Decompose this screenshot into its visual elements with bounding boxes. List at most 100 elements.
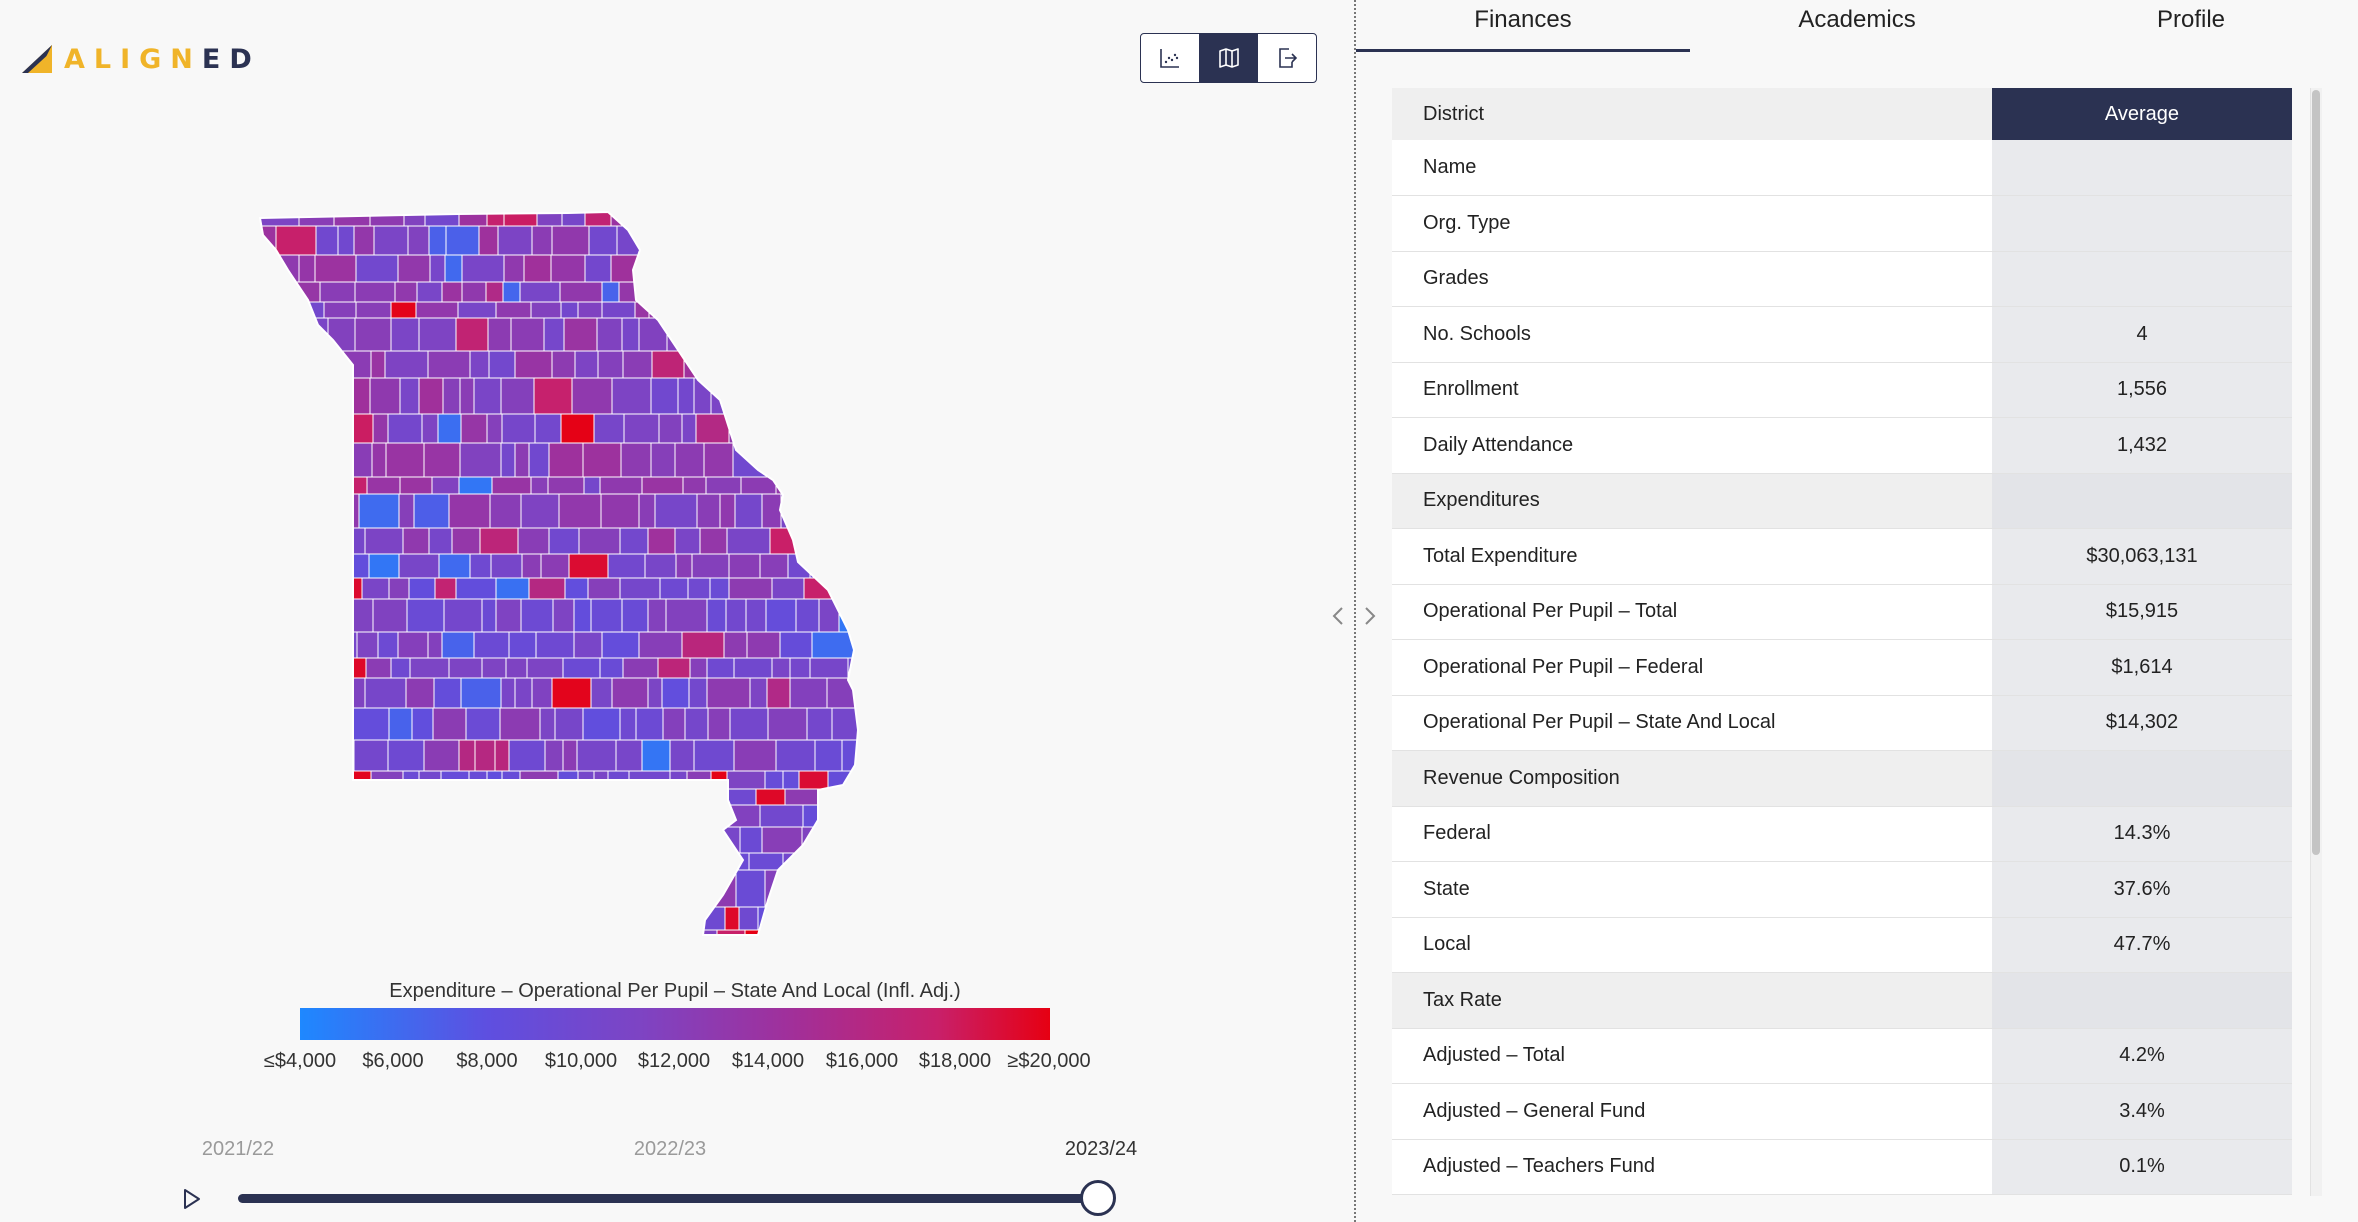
- district-shape[interactable]: [313, 442, 329, 478]
- district-shape[interactable]: [787, 553, 811, 579]
- district-shape[interactable]: [514, 350, 553, 379]
- district-shape[interactable]: [809, 657, 849, 679]
- district-shape[interactable]: [543, 317, 565, 352]
- district-shape[interactable]: [427, 350, 471, 379]
- district-shape[interactable]: [839, 804, 866, 828]
- district-shape[interactable]: [895, 740, 910, 771]
- district-shape[interactable]: [1082, 853, 1084, 870]
- district-shape[interactable]: [1053, 210, 1069, 226]
- district-shape[interactable]: [882, 210, 911, 226]
- district-shape[interactable]: [1038, 578, 1071, 599]
- district-shape[interactable]: [495, 577, 530, 600]
- district-shape[interactable]: [647, 677, 663, 709]
- district-shape[interactable]: [577, 301, 603, 319]
- district-shape[interactable]: [369, 826, 397, 854]
- district-shape[interactable]: [735, 869, 766, 908]
- district-shape[interactable]: [896, 226, 928, 255]
- district-shape[interactable]: [523, 254, 552, 283]
- district-shape[interactable]: [354, 317, 392, 352]
- district-shape[interactable]: [454, 788, 476, 806]
- district-shape[interactable]: [991, 494, 1019, 528]
- district-shape[interactable]: [610, 210, 647, 227]
- district-shape[interactable]: [769, 350, 788, 379]
- district-shape[interactable]: [1082, 443, 1084, 477]
- district-shape[interactable]: [619, 577, 661, 600]
- district-shape[interactable]: [534, 413, 562, 444]
- district-shape[interactable]: [947, 282, 973, 302]
- district-shape[interactable]: [539, 707, 556, 741]
- district-shape[interactable]: [258, 493, 285, 529]
- district-shape[interactable]: [384, 788, 417, 806]
- district-shape[interactable]: [1019, 494, 1048, 528]
- district-shape[interactable]: [1043, 226, 1072, 255]
- district-shape[interactable]: [562, 657, 601, 679]
- district-shape[interactable]: [1037, 210, 1053, 226]
- district-shape[interactable]: [871, 554, 912, 578]
- district-shape[interactable]: [1051, 318, 1084, 351]
- district-shape[interactable]: [372, 413, 389, 444]
- district-shape[interactable]: [428, 225, 447, 256]
- district-shape[interactable]: [258, 906, 298, 931]
- district-shape[interactable]: [681, 413, 697, 444]
- district-shape[interactable]: [469, 553, 492, 579]
- district-shape[interactable]: [309, 707, 327, 741]
- district-shape[interactable]: [647, 527, 676, 555]
- district-shape[interactable]: [460, 413, 488, 444]
- district-shape[interactable]: [923, 414, 965, 443]
- panel-resize-handle[interactable]: [1322, 596, 1386, 636]
- district-shape[interactable]: [747, 350, 771, 379]
- district-shape[interactable]: [315, 739, 355, 772]
- district-shape[interactable]: [563, 317, 598, 352]
- district-shape[interactable]: [329, 906, 348, 931]
- district-shape[interactable]: [838, 301, 879, 319]
- district-shape[interactable]: [353, 225, 375, 256]
- district-shape[interactable]: [1083, 930, 1084, 936]
- district-shape[interactable]: [876, 255, 909, 282]
- district-shape[interactable]: [698, 852, 723, 871]
- district-shape[interactable]: [258, 598, 278, 633]
- district-shape[interactable]: [358, 493, 400, 529]
- district-shape[interactable]: [583, 476, 601, 495]
- year-label-selected[interactable]: 2023/24: [1064, 1138, 1138, 1160]
- district-shape[interactable]: [551, 906, 578, 931]
- district-shape[interactable]: [370, 350, 386, 379]
- district-shape[interactable]: [645, 210, 669, 227]
- district-shape[interactable]: [514, 677, 533, 709]
- district-shape[interactable]: [842, 350, 879, 379]
- district-shape[interactable]: [390, 317, 420, 352]
- district-shape[interactable]: [354, 281, 396, 303]
- district-shape[interactable]: [670, 788, 705, 806]
- district-shape[interactable]: [399, 377, 420, 415]
- district-shape[interactable]: [306, 577, 327, 600]
- district-shape[interactable]: [890, 805, 921, 827]
- district-shape[interactable]: [278, 281, 321, 303]
- district-shape[interactable]: [687, 804, 723, 828]
- district-shape[interactable]: [408, 577, 436, 600]
- district-shape[interactable]: [897, 853, 929, 870]
- district-shape[interactable]: [258, 929, 288, 936]
- district-shape[interactable]: [699, 527, 728, 555]
- district-shape[interactable]: [500, 377, 535, 415]
- district-shape[interactable]: [961, 226, 991, 255]
- district-shape[interactable]: [491, 788, 524, 806]
- district-shape[interactable]: [327, 317, 356, 352]
- export-button[interactable]: [1258, 34, 1316, 82]
- district-shape[interactable]: [869, 678, 887, 708]
- district-shape[interactable]: [294, 739, 317, 772]
- district-shape[interactable]: [755, 254, 783, 283]
- district-shape[interactable]: [286, 852, 331, 871]
- district-shape[interactable]: [1079, 771, 1084, 789]
- district-shape[interactable]: [315, 225, 339, 256]
- district-shape[interactable]: [933, 827, 967, 853]
- district-shape[interactable]: [995, 740, 1017, 771]
- district-shape[interactable]: [1005, 443, 1026, 477]
- district-shape[interactable]: [838, 598, 876, 633]
- district-shape[interactable]: [689, 301, 705, 319]
- district-shape[interactable]: [361, 906, 387, 931]
- district-shape[interactable]: [916, 578, 956, 599]
- district-shape[interactable]: [930, 930, 959, 936]
- district-shape[interactable]: [420, 929, 463, 936]
- district-shape[interactable]: [623, 413, 660, 444]
- district-shape[interactable]: [319, 281, 356, 303]
- scrollbar-thumb[interactable]: [2312, 90, 2320, 855]
